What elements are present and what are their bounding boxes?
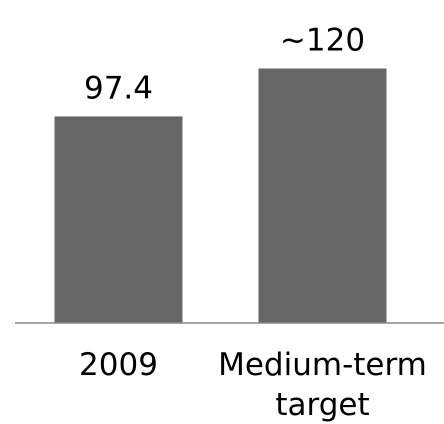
data-label: 97.4 bbox=[84, 70, 153, 106]
data-label: ~120 bbox=[280, 22, 365, 58]
category-label: Medium-term bbox=[218, 347, 427, 383]
bar bbox=[258, 68, 387, 323]
bar bbox=[54, 116, 183, 323]
category-label: target bbox=[275, 387, 369, 423]
category-label: 2009 bbox=[79, 347, 158, 383]
